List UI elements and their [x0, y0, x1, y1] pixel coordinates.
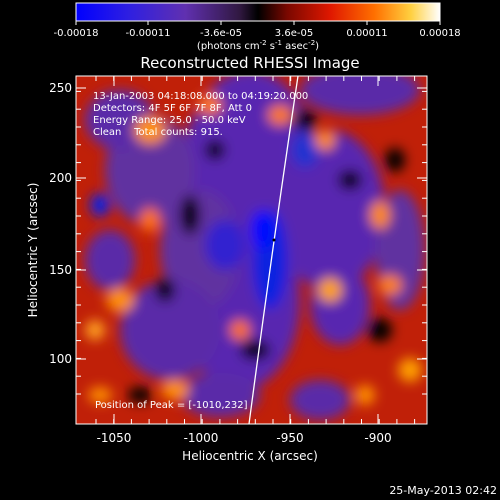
x-tick-label: -1050	[97, 431, 132, 445]
image-blob	[398, 358, 422, 382]
colorbar-tick-label: -0.00011	[126, 28, 171, 39]
y-tick-label: 200	[49, 171, 72, 185]
colorbar-tick-label: -3.6e-05	[200, 28, 242, 39]
colorbar-ticks	[75, 21, 441, 25]
plot-frame	[75, 75, 428, 425]
image-blob	[240, 340, 270, 360]
image-blob	[310, 265, 370, 345]
image-blob	[161, 380, 189, 400]
image-blob	[293, 110, 317, 130]
image-blob	[205, 140, 225, 160]
y-tick-label: 250	[49, 81, 72, 95]
energy-range-text: Energy Range: 25.0 - 50.0 keV	[93, 115, 246, 126]
image-blob	[198, 95, 222, 115]
x-tick-label: -1000	[184, 431, 219, 445]
image-blob	[385, 148, 405, 172]
image-blob	[140, 208, 160, 232]
image-blob	[160, 190, 240, 310]
image-blob	[155, 278, 175, 302]
colorbar-tick-label: 3.6e-05	[275, 28, 313, 39]
image-blob	[300, 76, 420, 115]
image-map	[76, 76, 427, 424]
image-blob	[291, 132, 319, 168]
image-blob	[134, 116, 166, 144]
image-blob	[290, 380, 350, 420]
colorbar-tick-label: 0.00018	[419, 28, 460, 39]
image-blob	[338, 170, 362, 190]
x-axis-label: Heliocentric X (arcsec)	[182, 449, 318, 463]
image-blob	[368, 318, 392, 342]
solar-limb-line	[248, 76, 299, 424]
x-tick-label: -950	[276, 431, 303, 445]
colorbar: -0.00018 -0.00011 -3.6e-05 3.6e-05 0.000…	[54, 2, 461, 52]
image-blob	[128, 387, 152, 403]
image-blob	[205, 220, 245, 270]
image-blob	[250, 210, 274, 250]
annotations: 13-Jan-2003 04:18:08.000 to 04:19:20.000…	[93, 91, 308, 411]
peak-marker	[272, 238, 276, 242]
image-blob	[230, 320, 250, 340]
colorbar-units: (photons cm-2 s-1 asec-2)	[197, 39, 319, 52]
image-blob	[275, 130, 385, 290]
plot-title: Reconstructed RHESSI Image	[140, 54, 359, 72]
axis-ticks	[76, 76, 427, 424]
image-blob	[106, 288, 134, 312]
image-blob	[378, 275, 402, 295]
image-blob	[355, 385, 375, 405]
colorbar-tick-label: 0.00011	[346, 28, 387, 39]
detectors-text: Detectors: 4F 5F 6F 7F 8F, Att 0	[93, 103, 252, 114]
y-tick-label: 150	[49, 263, 72, 277]
colorbar-gradient	[75, 2, 441, 22]
image-blob	[318, 278, 342, 302]
image-blob	[85, 320, 105, 340]
image-blob	[90, 193, 110, 217]
image-blob	[85, 230, 135, 290]
image-blob	[88, 387, 112, 403]
y-tick-label: 100	[49, 352, 72, 366]
y-axis-label: Heliocentric Y (arcsec)	[26, 183, 40, 318]
footer-timestamp: 25-May-2013 02:42	[389, 484, 497, 497]
image-blob	[120, 280, 220, 380]
clean-info-text: Clean Total counts: 915.	[93, 127, 223, 138]
time-range-text: 13-Jan-2003 04:18:08.000 to 04:19:20.000	[93, 91, 308, 102]
x-tick-label: -900	[364, 431, 391, 445]
image-blob	[180, 195, 200, 235]
image-blob	[180, 373, 260, 417]
image-blob	[315, 130, 335, 150]
colorbar-tick-label: -0.00018	[54, 28, 99, 39]
image-blob	[370, 201, 390, 229]
peak-position-text: Position of Peak = [-1010,232]	[95, 400, 248, 411]
image-blob	[268, 105, 292, 125]
